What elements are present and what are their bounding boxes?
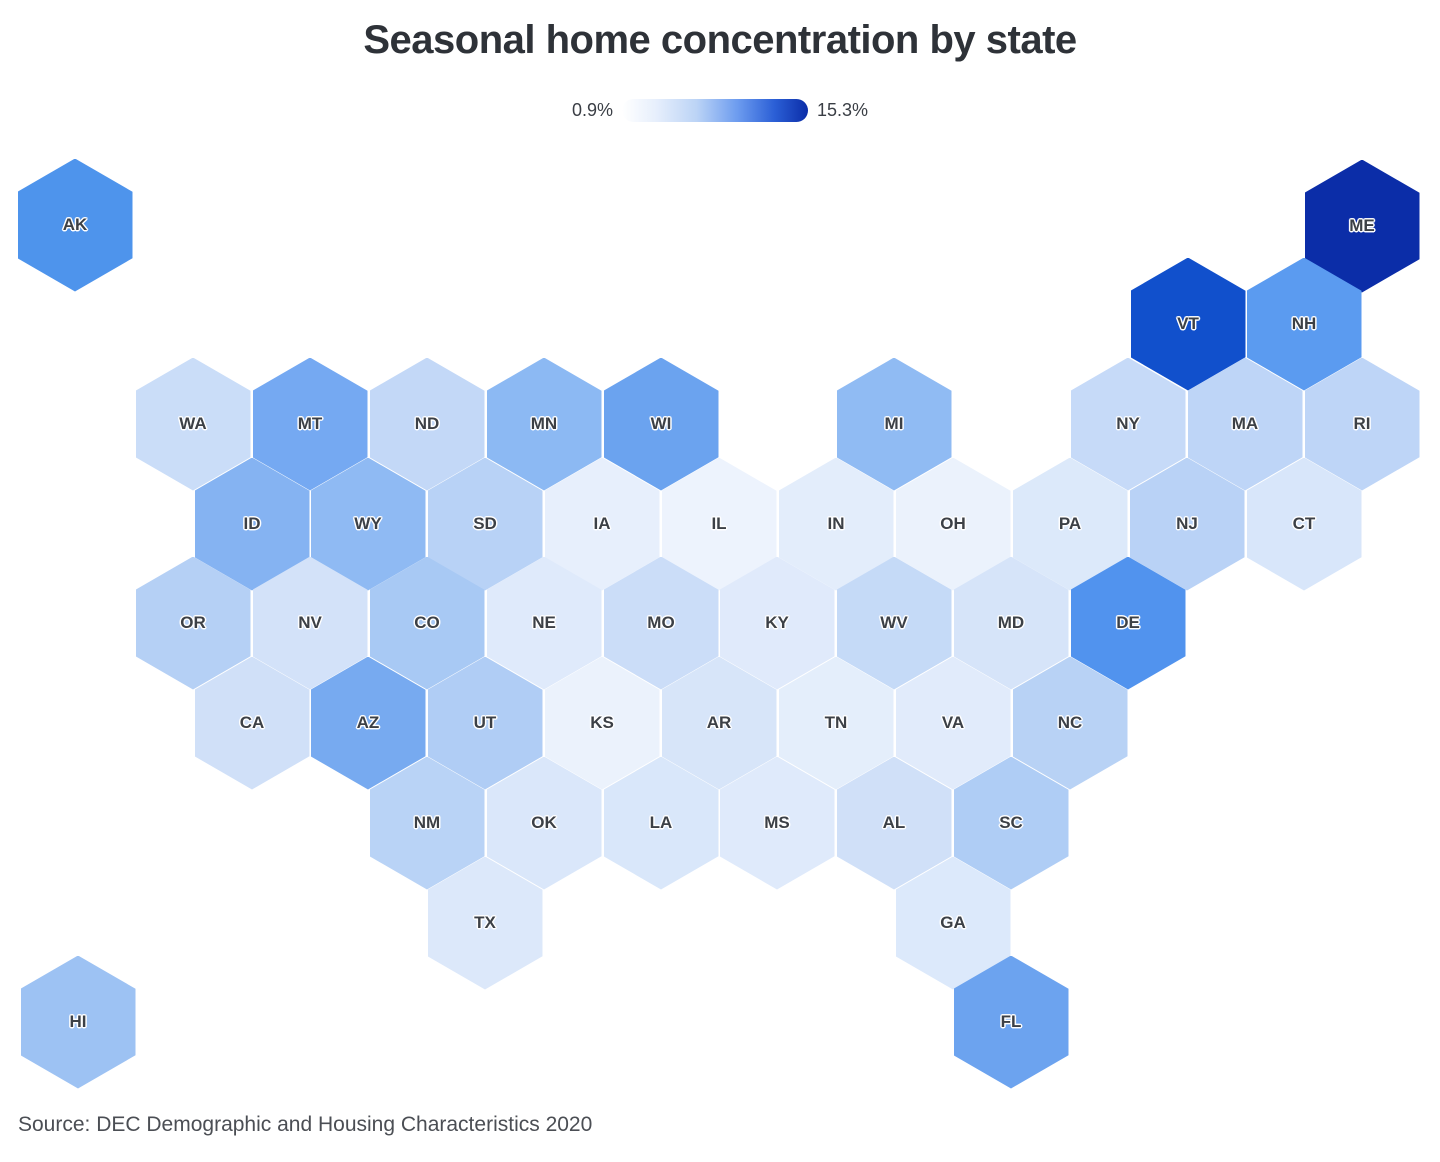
state-label-nm: NM	[413, 813, 441, 832]
state-label-in: IN	[827, 514, 845, 533]
state-label-ct: CT	[1292, 514, 1316, 533]
state-label-va: VA	[941, 713, 965, 732]
chart-title: Seasonal home concentration by state	[363, 18, 1077, 62]
state-label-me: ME	[1349, 216, 1375, 235]
state-label-or: OR	[180, 613, 206, 632]
state-label-mi: MI	[884, 414, 904, 433]
state-hex-nv[interactable]: NV	[252, 556, 368, 690]
state-label-tn: TN	[824, 713, 848, 732]
state-hex-la[interactable]: LA	[603, 756, 719, 890]
state-label-oh: OH	[940, 514, 966, 533]
state-hex-or[interactable]: OR	[135, 556, 251, 690]
state-hex-tx[interactable]: TX	[427, 856, 543, 990]
state-hex-mi[interactable]: MI	[836, 357, 952, 491]
state-label-ri: RI	[1353, 414, 1371, 433]
state-hex-wi[interactable]: WI	[603, 357, 719, 491]
state-hex-tn[interactable]: TN	[778, 656, 894, 790]
state-label-hi: HI	[69, 1012, 87, 1031]
state-label-wi: WI	[650, 414, 672, 433]
state-label-ok: OK	[531, 813, 557, 832]
state-label-wv: WV	[880, 613, 908, 632]
state-label-wa: WA	[179, 414, 207, 433]
state-label-sd: SD	[473, 514, 497, 533]
state-label-ks: KS	[590, 713, 614, 732]
legend-min-label: 0.9%	[571, 100, 613, 120]
state-label-ny: NY	[1116, 414, 1140, 433]
state-hex-ok[interactable]: OK	[486, 756, 602, 890]
state-hex-ut[interactable]: UT	[427, 656, 543, 790]
state-hex-wv[interactable]: WV	[836, 556, 952, 690]
state-hex-ak[interactable]: AK	[17, 158, 133, 292]
state-label-mt: MT	[297, 414, 323, 433]
state-hex-al[interactable]: AL	[836, 756, 952, 890]
state-label-tx: TX	[474, 913, 496, 932]
state-hex-mo[interactable]: MO	[603, 556, 719, 690]
state-label-ar: AR	[706, 713, 732, 732]
state-hex-az[interactable]: AZ	[310, 656, 426, 790]
state-label-sc: SC	[999, 813, 1023, 832]
state-hex-nm[interactable]: NM	[369, 756, 485, 890]
state-label-mo: MO	[647, 613, 675, 632]
state-label-nv: NV	[298, 613, 322, 632]
state-label-nh: NH	[1291, 314, 1317, 333]
color-legend: 0.9% 15.3%	[0, 99, 1440, 122]
state-label-mn: MN	[530, 414, 558, 433]
state-label-co: CO	[414, 613, 440, 632]
state-label-nc: NC	[1057, 713, 1083, 732]
state-label-wy: WY	[354, 514, 382, 533]
state-hex-ar[interactable]: AR	[661, 656, 777, 790]
state-label-id: ID	[243, 514, 261, 533]
state-label-ne: NE	[532, 613, 556, 632]
state-hex-hi[interactable]: HI	[20, 955, 136, 1089]
state-label-vt: VT	[1177, 314, 1199, 333]
state-label-az: AZ	[356, 713, 380, 732]
state-label-ia: IA	[593, 514, 611, 533]
state-hex-ne[interactable]: NE	[486, 556, 602, 690]
state-hex-ks[interactable]: KS	[544, 656, 660, 790]
state-label-ky: KY	[765, 613, 789, 632]
state-label-md: MD	[997, 613, 1025, 632]
state-label-ga: GA	[940, 913, 966, 932]
state-label-ma: MA	[1231, 414, 1259, 433]
state-label-pa: PA	[1058, 514, 1082, 533]
state-label-fl: FL	[1000, 1012, 1022, 1031]
state-hex-ca[interactable]: CA	[194, 656, 310, 790]
legend-gradient-bar	[621, 99, 808, 122]
legend-max-label: 15.3%	[816, 100, 869, 120]
state-label-ca: CA	[239, 713, 265, 732]
state-label-la: LA	[649, 813, 673, 832]
source-note: Source: DEC Demographic and Housing Char…	[18, 1113, 593, 1136]
state-hex-ky[interactable]: KY	[719, 556, 835, 690]
state-label-nj: NJ	[1176, 514, 1198, 533]
state-label-al: AL	[882, 813, 906, 832]
state-label-nd: ND	[414, 414, 440, 433]
state-label-ut: UT	[473, 713, 497, 732]
state-hex-ga[interactable]: GA	[895, 856, 1011, 990]
state-hex-ms[interactable]: MS	[719, 756, 835, 890]
state-label-de: DE	[1116, 613, 1140, 632]
state-hex-co[interactable]: CO	[369, 556, 485, 690]
state-label-il: IL	[711, 514, 727, 533]
state-label-ms: MS	[764, 813, 790, 832]
state-hex-va[interactable]: VA	[895, 656, 1011, 790]
state-label-ak: AK	[62, 215, 88, 234]
